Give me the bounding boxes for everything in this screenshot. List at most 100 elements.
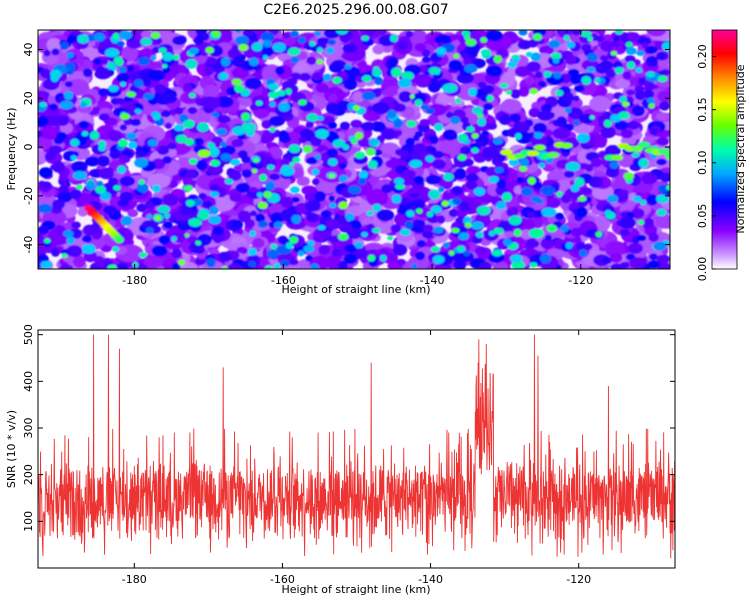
- heatmap-blob: [457, 133, 469, 143]
- heatmap-blob: [310, 263, 320, 269]
- snr-y-tick-label: 300: [22, 418, 35, 439]
- heatmap-blob: [311, 71, 323, 81]
- heatmap-blob: [413, 175, 425, 185]
- heatmap-blob: [109, 150, 121, 160]
- heatmap-blob: [565, 242, 573, 250]
- heatmap-blob: [123, 96, 133, 103]
- snr-y-axis: 100 200 300 400 500: [22, 324, 675, 532]
- heatmap-blob: [207, 165, 223, 176]
- snr-line: [38, 334, 675, 559]
- heatmap-feature: [547, 152, 560, 159]
- heatmap-blob: [132, 262, 139, 268]
- heatmap-feature: [533, 144, 546, 151]
- heatmap-blob: [480, 49, 492, 56]
- heatmap-blob: [147, 173, 171, 189]
- heatmap-blob: [492, 138, 504, 145]
- heatmap-blob: [59, 100, 74, 110]
- heatmap-blob: [194, 137, 204, 146]
- heatmap-blob: [524, 76, 535, 86]
- heatmap-blob: [352, 91, 365, 103]
- heatmap-blob: [580, 30, 592, 38]
- heatmap-blob: [631, 152, 640, 158]
- heatmap-blob: [455, 97, 462, 104]
- heatmap-blob: [657, 90, 670, 103]
- heatmap-blob: [399, 150, 409, 158]
- heatmap-blob: [241, 155, 251, 164]
- heatmap-blob: [64, 81, 73, 88]
- heatmap-blob: [51, 248, 60, 257]
- heatmap-blob: [66, 236, 75, 245]
- heatmap-blob: [408, 187, 418, 194]
- heatmap-blob: [376, 209, 395, 222]
- heatmap-feature: [637, 141, 650, 148]
- heatmap-blob: [590, 157, 603, 168]
- heatmap-blob: [118, 155, 131, 164]
- heatmap-blob: [629, 257, 646, 269]
- heatmap-blob: [117, 40, 125, 47]
- heatmap-blob: [533, 131, 543, 139]
- heatmap-blob: [327, 235, 339, 243]
- heatmap-blob: [367, 105, 374, 112]
- heatmap-blob: [208, 215, 221, 225]
- heatmap-blob: [591, 184, 614, 200]
- snr-series: [38, 334, 675, 559]
- heatmap-blob: [198, 192, 207, 200]
- heatmap-blob: [451, 227, 460, 234]
- heatmap-blob: [427, 82, 441, 93]
- heatmap-blob: [118, 66, 127, 73]
- heatmap-blob: [392, 243, 408, 256]
- heatmap-blob: [143, 93, 155, 100]
- heatmap-blob: [329, 202, 337, 209]
- heatmap-blob: [409, 159, 422, 168]
- heatmap-blob: [189, 92, 196, 98]
- heatmap-blob: [527, 39, 539, 48]
- heatmap-blob: [386, 109, 397, 119]
- heatmap-blob: [56, 115, 69, 126]
- heatmap-blob: [498, 114, 512, 125]
- heatmap-blob: [525, 51, 533, 58]
- heatmap-blob: [80, 101, 87, 109]
- heatmap-blob: [433, 226, 444, 234]
- heatmap-blob: [342, 144, 350, 151]
- heatmap-blob: [541, 103, 553, 113]
- heatmap-blob: [519, 158, 529, 168]
- heatmap-blob: [262, 54, 269, 61]
- heatmap-blob: [638, 78, 645, 85]
- heatmap-blob: [58, 173, 68, 182]
- heatmap-blob: [396, 258, 406, 266]
- heatmap-blob: [355, 76, 364, 83]
- heatmap-blob: [477, 113, 484, 118]
- heatmap-blob: [465, 38, 477, 47]
- heatmap-blob: [227, 263, 242, 269]
- heatmap-blob: [324, 115, 334, 124]
- heatmap-blob: [507, 61, 517, 69]
- heatmap-blob: [273, 263, 281, 269]
- heatmap-feature-peak: [87, 209, 94, 216]
- heatmap-blob: [573, 120, 580, 126]
- heatmap-feature: [631, 145, 644, 152]
- heatmap-blob: [280, 208, 295, 221]
- heatmap-blob: [420, 104, 430, 110]
- heatmap-blob: [265, 180, 276, 191]
- heatmap-blob: [567, 68, 580, 77]
- heatmap-blob: [94, 68, 112, 80]
- heatmap-blob: [600, 40, 613, 52]
- heatmap-blob: [249, 103, 259, 111]
- heatmap-blob: [167, 142, 177, 150]
- heatmap-blob: [272, 42, 287, 53]
- heatmap-blob: [576, 242, 585, 250]
- heatmap-blob: [514, 132, 522, 140]
- heatmap-blob: [98, 167, 115, 180]
- heatmap-blob: [207, 142, 216, 149]
- heatmap-blob: [578, 162, 589, 170]
- heatmap-blob: [183, 83, 193, 92]
- heatmap-blob: [315, 82, 329, 93]
- heatmap-blob: [268, 115, 285, 127]
- heatmap-blob: [448, 208, 459, 218]
- heatmap-blob: [119, 176, 135, 187]
- heatmap-blob: [107, 130, 123, 142]
- heatmap-blob: [493, 55, 503, 64]
- heatmap-blob: [622, 71, 632, 80]
- heatmap-blob: [231, 78, 242, 86]
- heatmap-blob: [187, 106, 198, 115]
